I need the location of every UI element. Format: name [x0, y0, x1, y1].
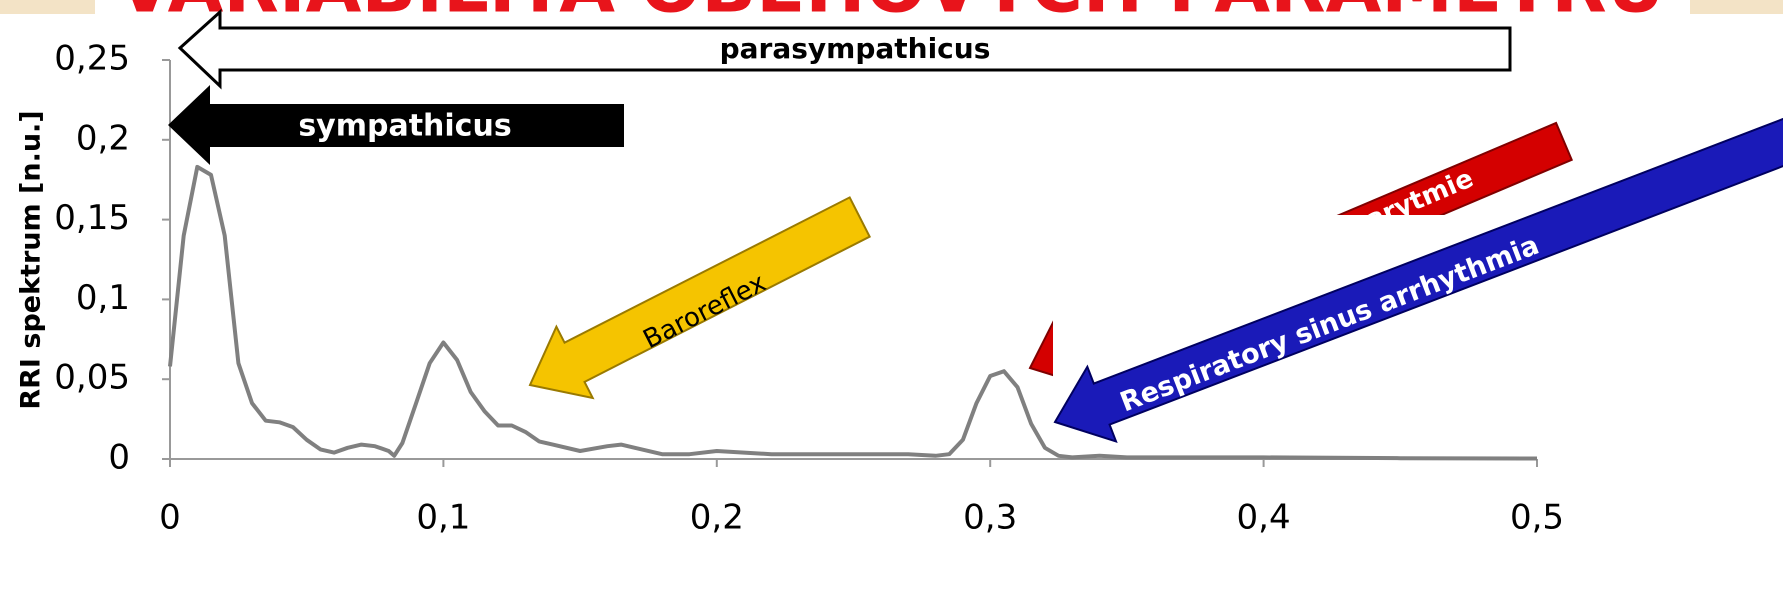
y-tick-label: 0,15 [54, 198, 130, 238]
y-tick-label: 0,25 [54, 39, 130, 79]
x-tick-label: 0,2 [690, 498, 744, 538]
x-tick-label: 0,4 [1237, 498, 1291, 538]
axes: 0 0,05 0,1 0,15 0,2 0,25 0 0,1 0,2 0,3 0,4 0,5 [54, 39, 1564, 538]
arrow [528, 196, 872, 400]
data-line [168, 164, 1538, 461]
decoration [0, 0, 95, 14]
x-tick-label: 0,3 [963, 498, 1017, 538]
y-tick-label: 0 [108, 438, 130, 478]
y-axis-label: RRI spektrum [n.u.] [16, 110, 47, 409]
y-tick-label: 0,2 [76, 118, 130, 158]
arrow [177, 8, 1512, 90]
x-tick-label: 0,5 [1510, 498, 1564, 538]
annotation-label: sympathicus [298, 109, 511, 144]
plot [168, 164, 1538, 461]
annotation-label: parasympathicus [720, 32, 991, 65]
cover [1053, 215, 1783, 453]
decoration [1690, 0, 1783, 14]
x-tick-label: 0,1 [416, 498, 470, 538]
y-tick-label: 0,1 [76, 278, 130, 318]
arrow [1053, 106, 1783, 444]
chart-title: VARIABILITA OBĚHOVÝCH PARAMETRŮ [117, 0, 1665, 29]
y-tick-label: 0,05 [54, 358, 130, 398]
arrow [168, 85, 624, 165]
x-tick-label: 0 [159, 498, 181, 538]
